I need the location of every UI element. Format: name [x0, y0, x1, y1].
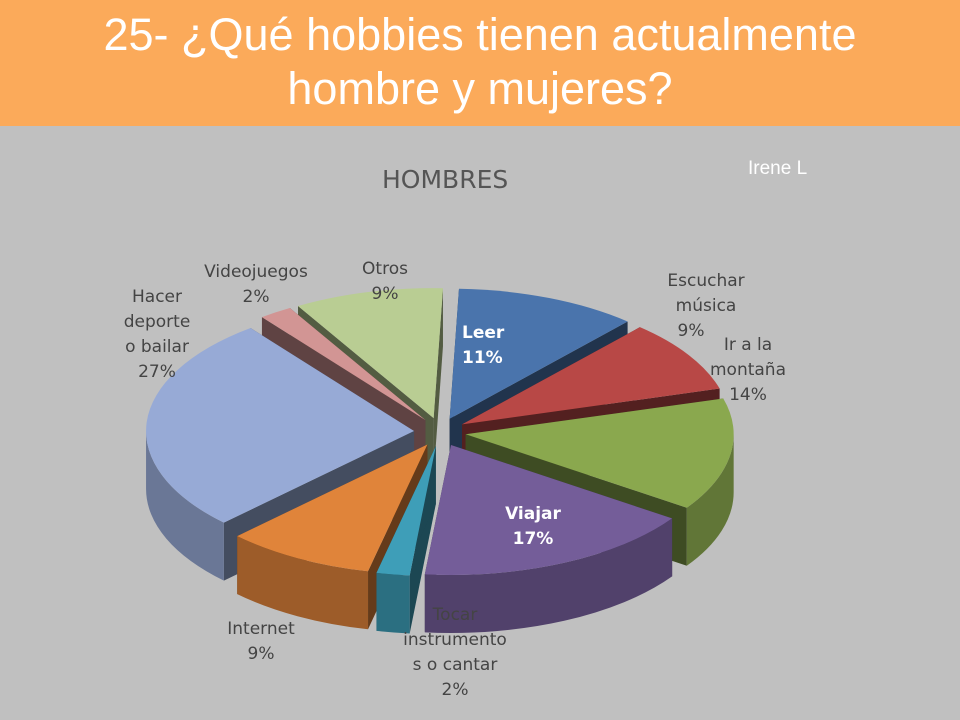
page-title: 25- ¿Qué hobbies tienen actualmente homb…: [0, 8, 960, 116]
slice-side-wall: [433, 288, 443, 477]
data-label-hacer-deporte-o-bailar: Hacer deporte o bailar 27%: [124, 287, 191, 382]
data-label-escuchar-m-sica: Escuchar música 9%: [667, 271, 744, 341]
pie-slice-hacer-deporte-o-bailar: [146, 328, 415, 523]
slice-group: [424, 444, 673, 633]
data-label-viajar: Viajar 17%: [505, 504, 561, 549]
data-label-internet: Internet 9%: [227, 619, 295, 664]
pie-slice-otros: [298, 288, 443, 419]
slice-outer-wall: [686, 434, 734, 566]
page-title-line-2: hombre y mujeres?: [287, 63, 673, 114]
pie-slice-tocar-instrumentos-o-cantar: [376, 446, 436, 576]
title-banner: 25- ¿Qué hobbies tienen actualmente homb…: [0, 0, 960, 126]
pie-slice-videojuegos: [261, 308, 426, 421]
data-label-leer: Leer 11%: [462, 323, 505, 368]
data-label-ir-a-la-monta-a: Ir a la montaña 14%: [710, 335, 786, 405]
pie-slice-escuchar-m-sica: [462, 327, 720, 425]
pie-slice-leer: [449, 288, 628, 419]
pie-slice-viajar: [424, 444, 673, 575]
data-label-tocar-instrumentos-o-cantar: Tocar instrumento s o cantar 2%: [403, 605, 507, 700]
data-label-videojuegos: Videojuegos 2%: [204, 262, 308, 307]
data-label-otros: Otros 9%: [362, 259, 408, 304]
page-title-line-1: 25- ¿Qué hobbies tienen actualmente: [103, 9, 857, 60]
author-label: Irene L: [748, 158, 808, 179]
slice-outer-wall: [146, 431, 224, 581]
slice-outer-wall: [237, 536, 369, 630]
pie-slice-ir-a-la-monta-a: [465, 398, 734, 508]
slice-outer-wall: [376, 572, 410, 634]
slice-outer-wall: [424, 518, 673, 633]
chart-title: HOMBRES: [382, 165, 509, 194]
pie-slice-internet: [237, 444, 428, 572]
slice-group: [376, 446, 436, 634]
